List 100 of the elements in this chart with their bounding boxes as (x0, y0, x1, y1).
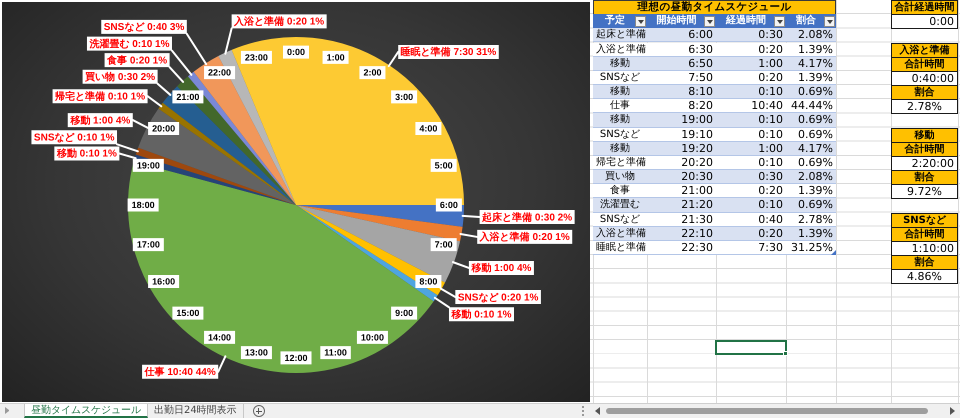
text: 1:00 (716, 142, 786, 156)
text: 20:00 (152, 124, 176, 134)
slice-label: 起床と準備 0:30 2% (481, 211, 572, 224)
text: 睡眠と準備 (593, 240, 647, 256)
text: 0:00 (891, 14, 958, 30)
text: 22:00 (208, 68, 232, 78)
text: 8:20 (647, 99, 716, 114)
text: 1.39% (786, 184, 836, 198)
text: 22:30 (647, 240, 716, 256)
text: 1.39% (786, 70, 836, 85)
text: 19:00 (647, 113, 716, 128)
text: 入浴と準備 (593, 226, 647, 241)
text: 21:30 (647, 212, 716, 227)
slice-label: 移動 1:00 4% (470, 262, 532, 274)
text: 0:10 (716, 85, 786, 100)
text: 2.08% (786, 28, 836, 42)
text: 15:00 (176, 308, 200, 318)
text: 12:00 (284, 352, 308, 363)
text: 16:00 (152, 276, 176, 286)
text: 割合 (891, 255, 958, 270)
text: 移動 (593, 113, 647, 128)
text: 0.69% (786, 128, 836, 142)
text: 0:10 (716, 128, 786, 142)
text: 3:00 (395, 92, 414, 102)
text: 21:20 (647, 198, 716, 213)
text: 10:40 (716, 99, 786, 114)
text: 0:10 (716, 198, 786, 213)
slice-label: 移動 1:00 4% (69, 114, 130, 126)
text: 13:00 (244, 348, 268, 358)
text: 2.08% (786, 170, 836, 184)
slice-label: 帰宅と準備 0:10 1% (54, 90, 146, 102)
text: 1:10:00 (891, 240, 958, 256)
text: 帰宅と準備 (593, 156, 647, 170)
text: 31.25% (786, 240, 836, 256)
text: 7:30 (716, 240, 786, 256)
text: 0:40 (716, 212, 786, 227)
slice-label: 入浴と準備 0:20 1% (478, 231, 570, 244)
text: 8:00 (419, 276, 438, 286)
text: 1:00 (716, 56, 786, 71)
text: 4:00 (419, 124, 438, 134)
text: 割合 (786, 14, 836, 28)
text: 入浴と準備 (593, 42, 647, 57)
text: 4.86% (891, 269, 958, 284)
text: 9:00 (395, 308, 414, 318)
text: 18:00 (132, 200, 155, 210)
slice-label: 移動 0:10 1% (450, 308, 512, 320)
text: 0.69% (786, 198, 836, 213)
text: 4.17% (786, 56, 836, 71)
text: 6:50 (647, 56, 716, 71)
text: 8:10 (647, 85, 716, 100)
text: 0.69% (786, 113, 836, 128)
slice-label: 洗濯畳む 0:10 1% (88, 38, 170, 50)
text: SNSなど (891, 212, 958, 228)
text: 移動 (593, 56, 647, 71)
text: 19:10 (647, 128, 716, 142)
text: 洗濯畳む (593, 198, 647, 213)
text: 11:00 (324, 348, 347, 358)
slice-label: 入浴と準備 0:20 1% (233, 16, 324, 28)
text: 0:20 (716, 42, 786, 57)
text: 仕事 (593, 99, 647, 114)
text: 0:30 (716, 28, 786, 42)
text: 予定 (593, 14, 647, 28)
text: 食事 (593, 184, 647, 198)
slice-label: 仕事 10:40 44% (144, 366, 216, 378)
text: 7:00 (434, 240, 453, 250)
text: 合計時間 (891, 226, 958, 242)
text: 入浴と準備 (891, 42, 958, 58)
text: 1.39% (786, 226, 836, 241)
text: 合計時間 (891, 56, 958, 72)
text: 6:00 (440, 200, 458, 210)
text: 理想の昼勤タイムスケジュール (593, 0, 836, 16)
text: SNSなど (593, 212, 647, 227)
text: 移動 (593, 85, 647, 100)
text: 21:00 (647, 184, 716, 198)
text: 5:00 (434, 160, 453, 170)
text: 2:20:00 (891, 156, 958, 172)
text: 19:00 (136, 160, 160, 170)
text: 20:30 (647, 170, 716, 184)
text: 2.78% (786, 212, 836, 227)
text: 0:10 (716, 113, 786, 128)
text: 起床と準備 (593, 28, 647, 42)
text: 0.69% (786, 85, 836, 100)
text: 2:00 (363, 68, 382, 78)
text: 経過時間 (716, 14, 786, 28)
slice-label: 移動 0:10 1% (56, 148, 117, 160)
text: 4.17% (786, 142, 836, 156)
text: 割合 (891, 85, 958, 100)
slice-label: SNSなど 0:20 1% (458, 292, 539, 304)
text: 17:00 (136, 240, 160, 250)
text: 6:00 (647, 28, 716, 42)
text: 1:00 (326, 52, 345, 62)
text: 7:50 (647, 70, 716, 85)
text: 2.78% (891, 99, 958, 114)
text: 移動 (593, 142, 647, 156)
text: SNSなど (593, 128, 647, 142)
text: 6:30 (647, 42, 716, 57)
slice-label: 買い物 0:30 2% (84, 70, 156, 83)
text: 0:30 (716, 170, 786, 184)
text: 0:10 (716, 156, 786, 170)
text: 10:00 (360, 332, 384, 342)
